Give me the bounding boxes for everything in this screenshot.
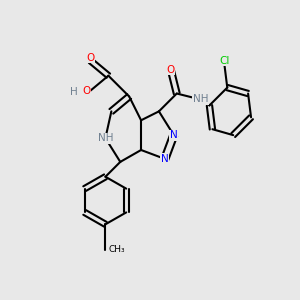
Text: O: O	[82, 85, 90, 96]
Text: CH₃: CH₃	[109, 245, 126, 254]
Text: NH: NH	[98, 133, 113, 143]
Text: NH: NH	[193, 94, 208, 104]
Text: N: N	[161, 154, 169, 164]
Text: Cl: Cl	[219, 56, 230, 66]
Text: H: H	[70, 87, 78, 97]
Text: O: O	[86, 53, 95, 63]
Text: N: N	[170, 130, 178, 140]
Text: O: O	[167, 65, 175, 75]
